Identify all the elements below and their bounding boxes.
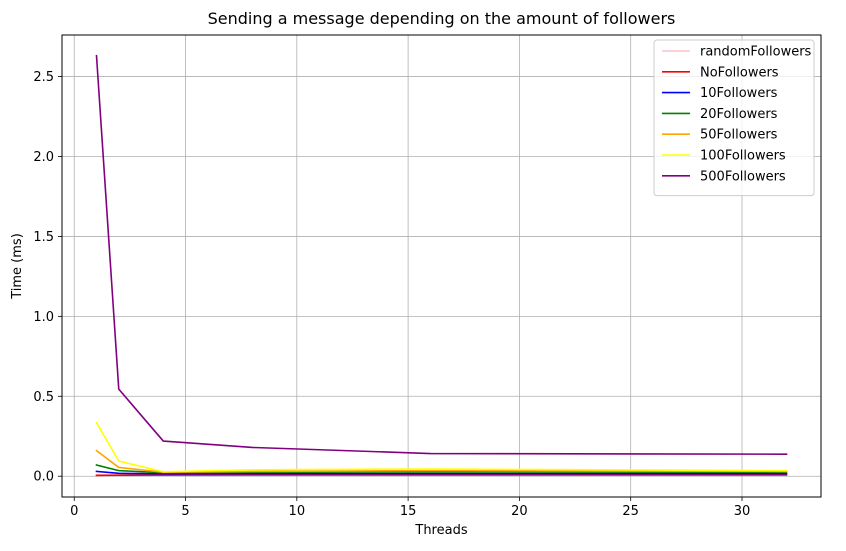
y-tick-label: 0.0	[33, 470, 54, 485]
legend-label-100Followers: 100Followers	[700, 149, 786, 164]
x-tick-label: 30	[734, 504, 751, 519]
legend-label-500Followers: 500Followers	[700, 169, 786, 184]
legend-label-50Followers: 50Followers	[700, 128, 778, 143]
x-tick-label: 0	[70, 504, 78, 519]
legend-label-NoFollowers: NoFollowers	[700, 65, 779, 80]
x-tick-label: 5	[181, 504, 189, 519]
legend-label-10Followers: 10Followers	[700, 86, 778, 101]
x-tick-label: 25	[622, 504, 639, 519]
x-tick-label: 15	[400, 504, 417, 519]
y-tick-label: 1.0	[33, 310, 54, 325]
x-tick-label: 10	[289, 504, 306, 519]
legend-label-20Followers: 20Followers	[700, 107, 778, 122]
legend-label-randomFollowers: randomFollowers	[700, 45, 812, 60]
legend: randomFollowers NoFollowers 10Followers 20F…	[654, 40, 814, 196]
x-tick-label: 20	[511, 504, 528, 519]
x-axis-label: Threads	[414, 523, 467, 538]
y-axis-label: Time (ms)	[10, 233, 25, 300]
y-tick-label: 0.5	[33, 390, 54, 405]
y-tick-label: 2.0	[33, 150, 54, 165]
chart-title: Sending a message depending on the amoun…	[208, 9, 676, 28]
y-tick-label: 1.5	[33, 230, 54, 245]
y-tick-label: 2.5	[33, 70, 54, 85]
